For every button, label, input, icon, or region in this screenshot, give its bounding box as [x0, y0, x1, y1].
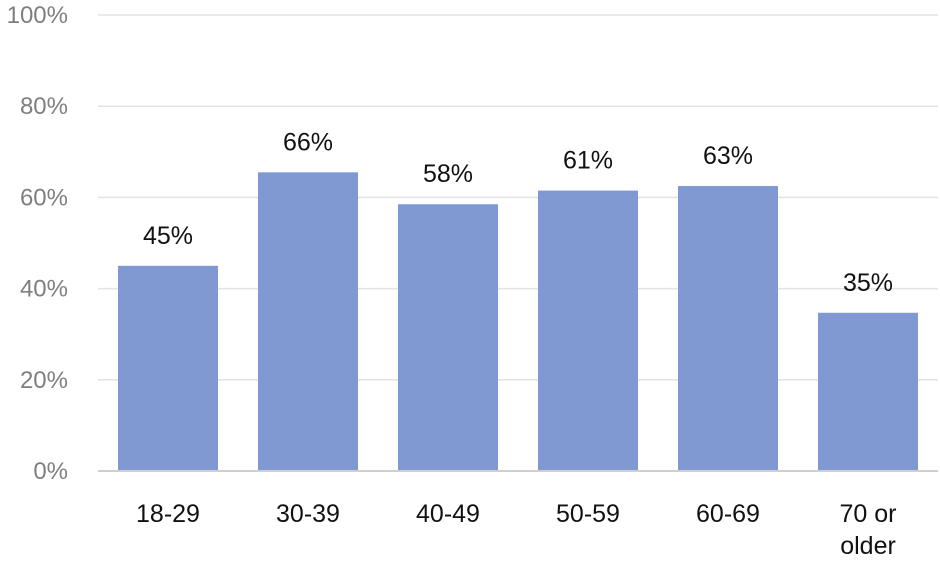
bar-1 — [258, 172, 358, 471]
x-tick-label-line: 60-69 — [696, 500, 760, 528]
labels: 0% 20% 40% 60% 80% 100% 45% 18-29 66% 30-39 58% 40-… — [7, 2, 897, 560]
x-tick-label-line: 50-59 — [556, 500, 620, 528]
x-tick-label-line: 18-29 — [136, 500, 200, 528]
x-tick-label: 70 or older — [840, 500, 897, 560]
data-label: 63% — [703, 142, 753, 170]
data-label: 45% — [143, 222, 193, 250]
x-tick-label: 30-39 — [276, 500, 340, 528]
bar-2 — [398, 204, 498, 472]
y-tick-label: 40% — [20, 276, 68, 303]
y-tick-label: 80% — [20, 93, 68, 120]
bar-3 — [538, 190, 638, 471]
x-tick-label-line: 70 or — [840, 500, 897, 528]
bar-0 — [118, 265, 218, 471]
y-tick-label: 20% — [20, 367, 68, 394]
y-tick-label: 100% — [7, 2, 68, 29]
bar-4 — [678, 186, 778, 471]
x-tick-label-line: 40-49 — [416, 500, 480, 528]
x-tick-label-line: older — [840, 532, 896, 560]
bar-5 — [818, 312, 918, 471]
bars — [118, 172, 918, 472]
data-label: 58% — [423, 160, 473, 188]
data-label: 61% — [563, 147, 613, 175]
y-tick-label: 0% — [33, 458, 68, 485]
x-tick-label: 60-69 — [696, 500, 760, 528]
data-label: 66% — [283, 128, 333, 156]
x-tick-label-line: 30-39 — [276, 500, 340, 528]
y-tick-label: 60% — [20, 184, 68, 211]
x-tick-label: 18-29 — [136, 500, 200, 528]
data-label: 35% — [843, 269, 893, 297]
x-tick-label: 50-59 — [556, 500, 620, 528]
x-tick-label: 40-49 — [416, 500, 480, 528]
gridlines — [98, 14, 938, 381]
